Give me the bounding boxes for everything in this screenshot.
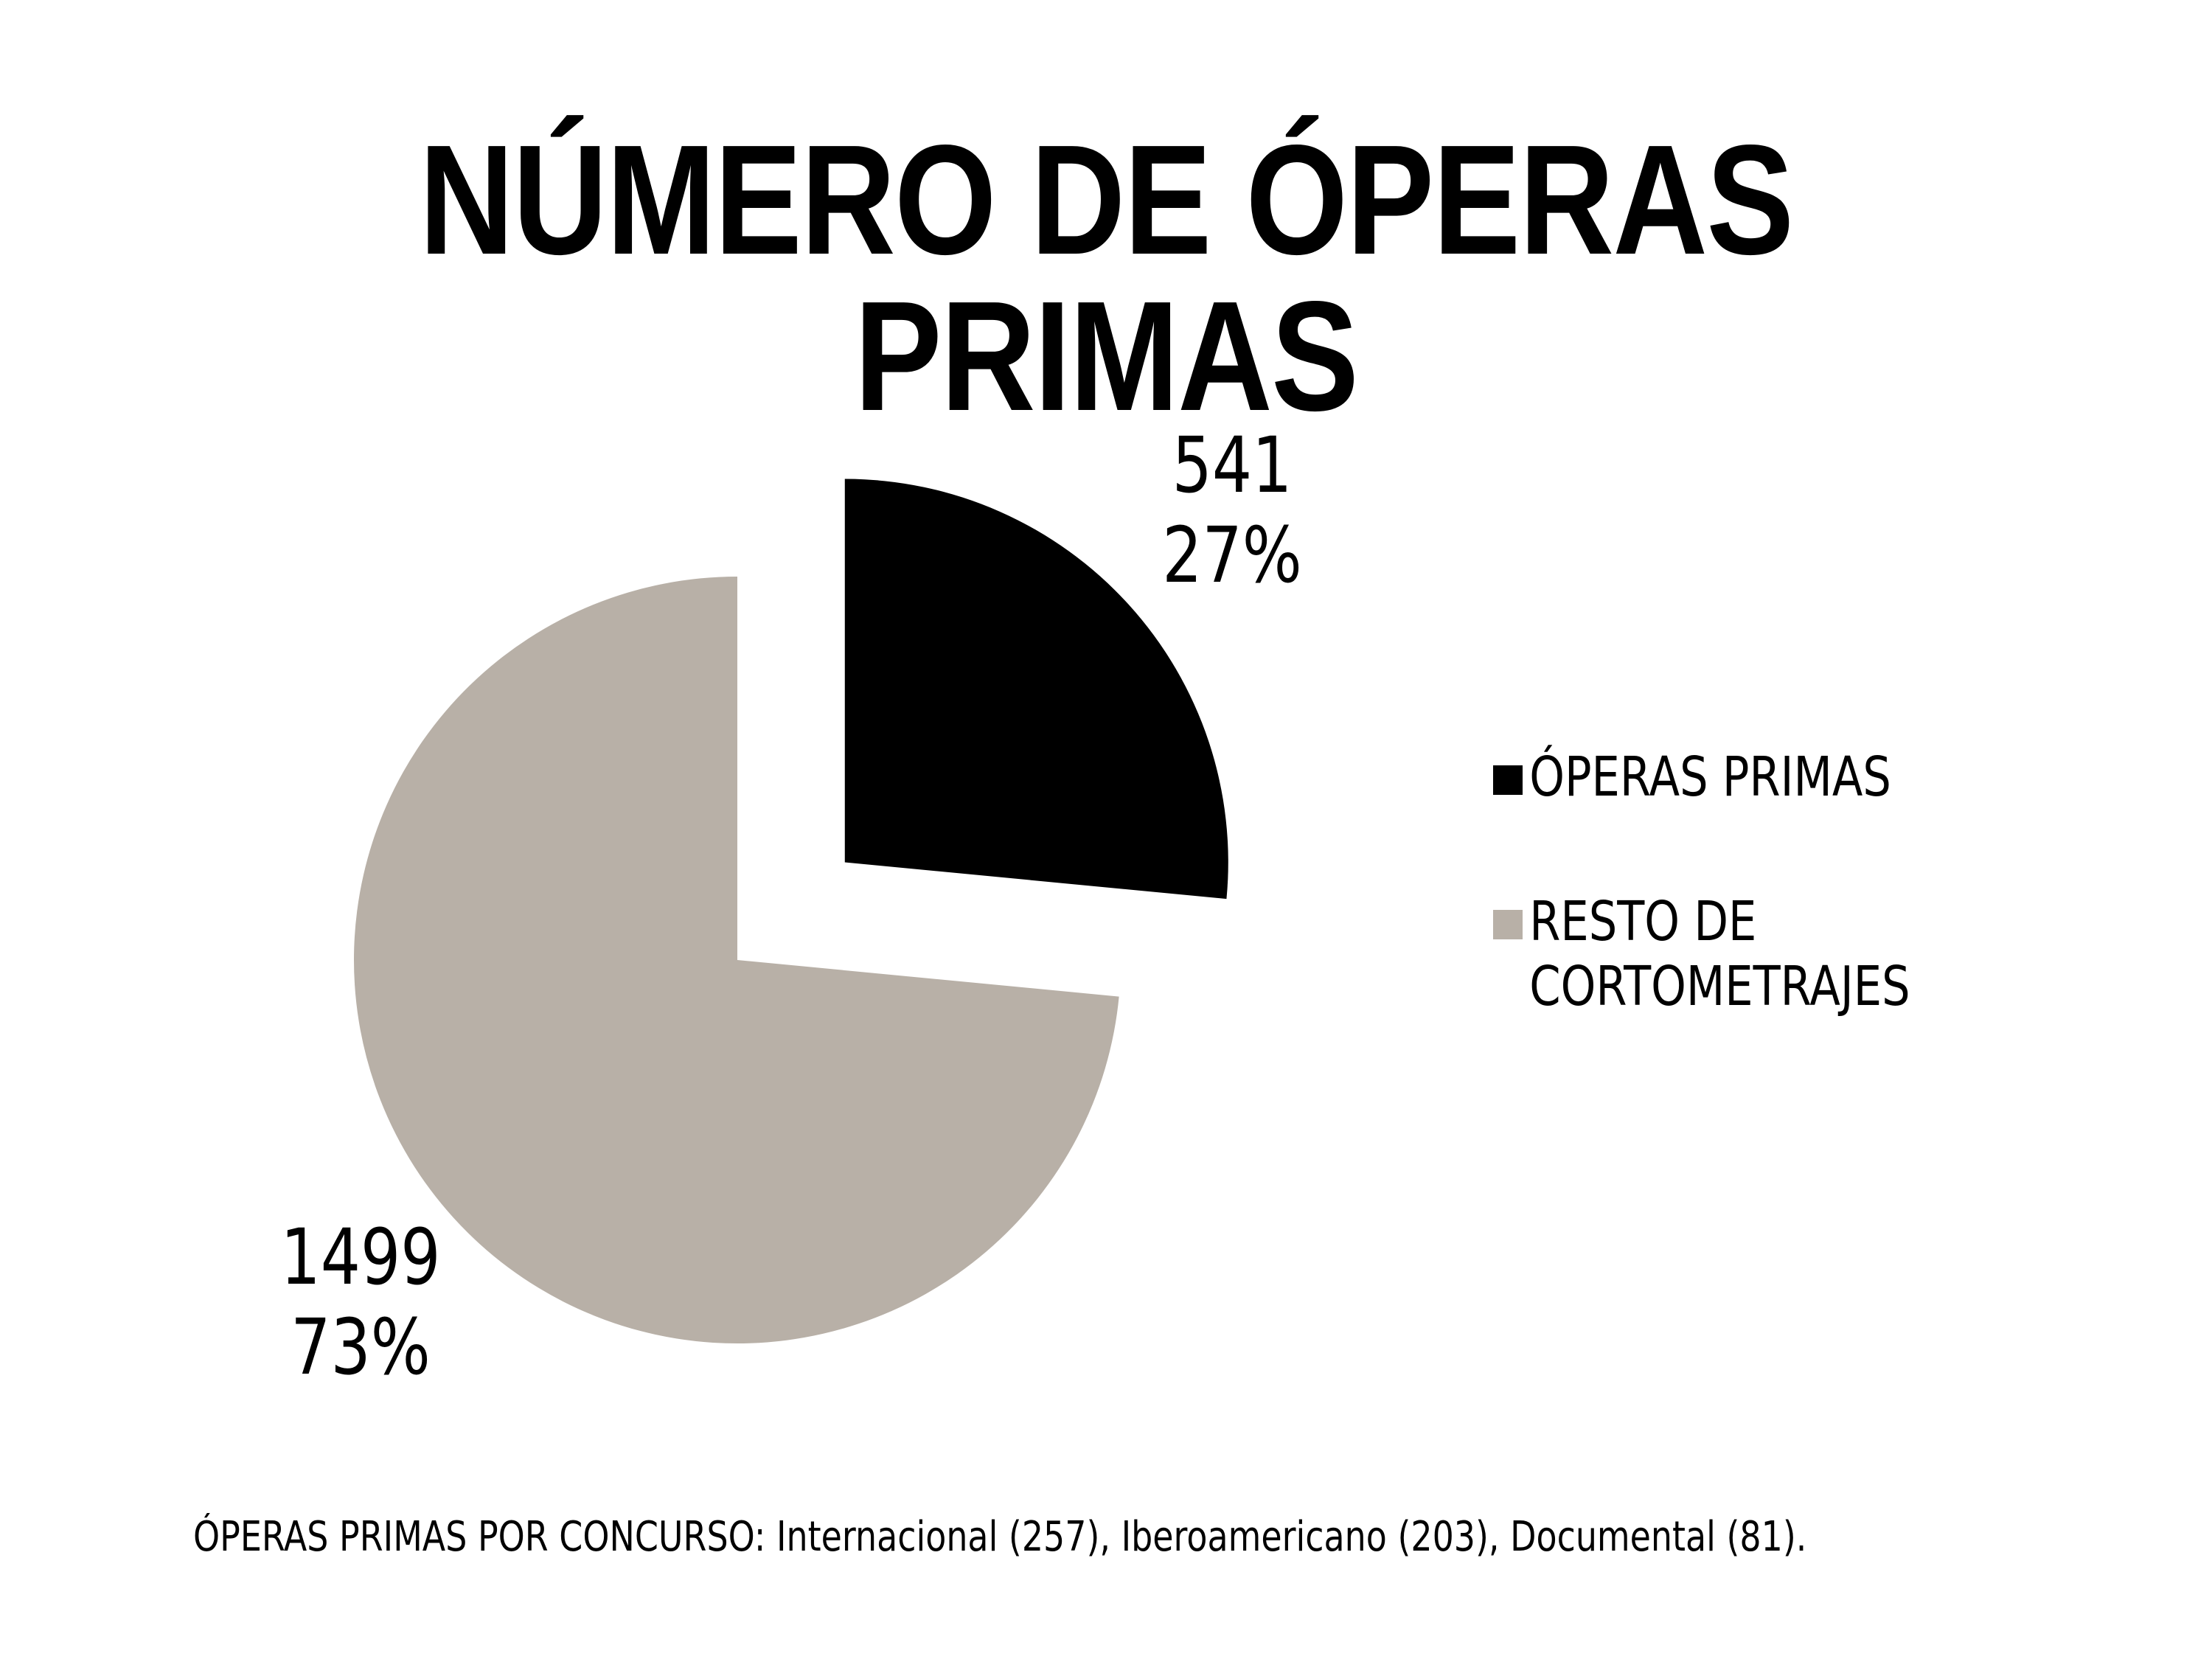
legend-label: RESTO DE CORTOMETRAJES — [1529, 890, 1910, 1018]
legend-swatch — [1493, 765, 1523, 795]
pie-slice — [354, 577, 1119, 1344]
pie-slice — [844, 479, 1228, 900]
legend-item-resto: RESTO DE CORTOMETRAJES — [1493, 889, 2098, 1019]
slice-label-operas-primas: 541 27% — [1141, 420, 1323, 600]
footnote-text: Internacional (257), Iberoamericano (203… — [765, 1513, 1807, 1561]
slice-label-resto: 1499 73% — [270, 1212, 451, 1392]
chart-legend: ÓPERAS PRIMAS RESTO DE CORTOMETRAJES — [1493, 745, 2098, 1099]
chart-title: NÚMERO DE ÓPERAS PRIMAS — [419, 112, 1795, 443]
legend-label: ÓPERAS PRIMAS — [1529, 745, 1891, 809]
legend-item-operas-primas: ÓPERAS PRIMAS — [1493, 745, 2098, 810]
legend-swatch — [1493, 910, 1523, 939]
slice-value-label: 1499 — [280, 1212, 441, 1303]
slice-value-label: 541 — [1172, 420, 1293, 510]
footnote: ÓPERAS PRIMAS POR CONCURSO: Internaciona… — [193, 1512, 1806, 1563]
footnote-lead: ÓPERAS PRIMAS POR CONCURSO: — [193, 1513, 766, 1561]
slice-percent-label: 27% — [1162, 509, 1302, 600]
slice-percent-label: 73% — [291, 1302, 431, 1393]
